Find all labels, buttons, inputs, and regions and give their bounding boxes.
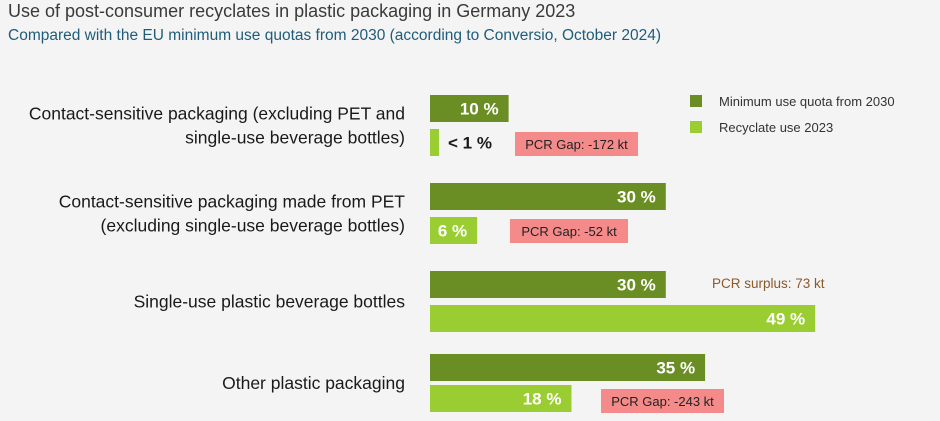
quota-bar: [430, 95, 509, 122]
bar-value-label: 18 %: [523, 390, 562, 409]
bar-value-label: 6 %: [438, 222, 467, 241]
bar-value-label: 30 %: [617, 188, 656, 207]
pcr-gap-box: [515, 132, 638, 156]
legend-swatch: [690, 121, 702, 133]
bar-value-label: 30 %: [617, 276, 656, 295]
chart-subtitle: Compared with the EU minimum use quotas …: [8, 27, 662, 44]
category-label: Single-use plastic beverage bottles: [134, 292, 406, 312]
bar-value-label: 49 %: [766, 310, 805, 329]
quota-bar: [430, 183, 666, 210]
recyclate-bar: [430, 385, 572, 412]
category-label: Contact-sensitive packaging made from PE…: [59, 192, 406, 212]
recyclate-bar: [430, 305, 816, 332]
chart-title: Use of post-consumer recyclates in plast…: [8, 1, 576, 21]
pcr-gap-label: PCR Gap: -52 kt: [521, 224, 617, 239]
recyclate-bar: [430, 217, 478, 244]
bar-value-label: 35 %: [656, 359, 695, 378]
pcr-gap-box: [510, 219, 628, 243]
category-label: Other plastic packaging: [222, 373, 405, 393]
pcr-gap-label: PCR Gap: -172 kt: [525, 137, 628, 152]
pcr-surplus-label: PCR surplus: 73 kt: [712, 276, 825, 291]
legend-label: Minimum use quota from 2030: [719, 94, 895, 109]
pcr-gap-box: [601, 389, 724, 413]
bar-value-label: 10 %: [460, 100, 499, 119]
legend-swatch: [690, 95, 702, 107]
quota-bar: [430, 354, 706, 381]
bar-value-label: < 1 %: [448, 134, 492, 153]
category-label: single-use beverage bottles): [185, 128, 405, 148]
recyclate-bar: [430, 129, 439, 156]
quota-bar: [430, 271, 666, 298]
legend-label: Recyclate use 2023: [719, 120, 833, 135]
pcr-gap-label: PCR Gap: -243 kt: [611, 394, 714, 409]
category-label: Contact-sensitive packaging (excluding P…: [29, 104, 405, 124]
category-label: (excluding single-use beverage bottles): [101, 216, 405, 236]
